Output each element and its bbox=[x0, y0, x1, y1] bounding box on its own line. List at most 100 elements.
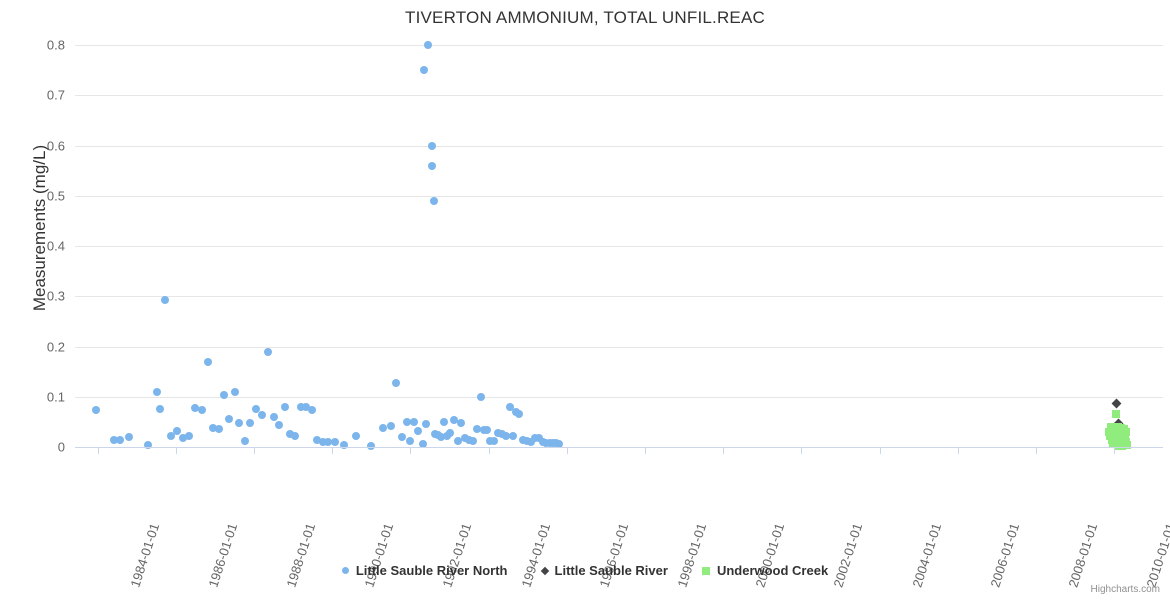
data-point[interactable] bbox=[214, 425, 223, 434]
data-point[interactable] bbox=[1106, 431, 1115, 440]
data-point[interactable] bbox=[160, 296, 169, 305]
data-point[interactable] bbox=[251, 405, 260, 414]
data-point[interactable] bbox=[428, 161, 437, 170]
data-point[interactable] bbox=[225, 415, 234, 424]
data-point[interactable] bbox=[1120, 437, 1131, 448]
data-point[interactable] bbox=[392, 379, 401, 388]
data-point[interactable] bbox=[1117, 423, 1126, 432]
data-point[interactable] bbox=[1117, 432, 1126, 441]
data-point[interactable] bbox=[230, 387, 239, 396]
data-point[interactable] bbox=[457, 418, 466, 427]
data-point[interactable] bbox=[178, 433, 187, 442]
data-point[interactable] bbox=[1107, 422, 1115, 431]
data-point[interactable] bbox=[185, 431, 194, 440]
data-point[interactable] bbox=[542, 438, 551, 447]
data-point[interactable] bbox=[379, 423, 388, 432]
data-point[interactable] bbox=[450, 416, 459, 425]
data-point[interactable] bbox=[1119, 436, 1130, 446]
data-point[interactable] bbox=[240, 436, 249, 445]
data-point[interactable] bbox=[324, 437, 333, 446]
data-point[interactable] bbox=[431, 429, 440, 438]
data-point[interactable] bbox=[1115, 427, 1124, 436]
data-point[interactable] bbox=[1118, 429, 1127, 438]
data-point[interactable] bbox=[505, 402, 514, 411]
data-point[interactable] bbox=[1120, 424, 1129, 433]
data-point[interactable] bbox=[406, 436, 415, 445]
data-point[interactable] bbox=[511, 408, 520, 417]
data-point[interactable] bbox=[429, 196, 438, 205]
data-point[interactable] bbox=[302, 402, 311, 411]
data-point[interactable] bbox=[479, 426, 488, 435]
data-point[interactable] bbox=[275, 421, 284, 430]
data-point[interactable] bbox=[1117, 433, 1128, 443]
data-point[interactable] bbox=[1107, 435, 1116, 444]
data-point[interactable] bbox=[144, 441, 153, 450]
data-point[interactable] bbox=[472, 424, 481, 433]
data-point[interactable] bbox=[1111, 398, 1122, 409]
data-point[interactable] bbox=[419, 66, 428, 75]
data-point[interactable] bbox=[307, 406, 316, 415]
data-point[interactable] bbox=[1114, 436, 1123, 445]
data-point[interactable] bbox=[209, 423, 218, 432]
data-point[interactable] bbox=[91, 406, 100, 415]
credits-link[interactable]: Highcharts.com bbox=[1090, 584, 1160, 595]
data-point[interactable] bbox=[443, 431, 452, 440]
data-point[interactable] bbox=[1118, 436, 1127, 445]
data-point[interactable] bbox=[197, 406, 206, 415]
data-point[interactable] bbox=[526, 437, 535, 446]
data-point[interactable] bbox=[486, 436, 495, 445]
data-point[interactable] bbox=[1114, 422, 1123, 431]
data-point[interactable] bbox=[1112, 410, 1121, 419]
data-point[interactable] bbox=[522, 437, 531, 446]
data-point[interactable] bbox=[246, 419, 255, 428]
data-point[interactable] bbox=[402, 418, 411, 427]
data-point[interactable] bbox=[264, 347, 273, 356]
data-point[interactable] bbox=[339, 441, 348, 450]
data-point[interactable] bbox=[219, 391, 228, 400]
data-point[interactable] bbox=[352, 432, 361, 441]
data-point[interactable] bbox=[291, 431, 300, 440]
data-point[interactable] bbox=[330, 438, 339, 447]
data-point[interactable] bbox=[530, 433, 539, 442]
data-point[interactable] bbox=[1104, 427, 1113, 436]
data-point[interactable] bbox=[153, 387, 162, 396]
legend-item-2[interactable]: Little Sauble River bbox=[540, 563, 668, 578]
data-point[interactable] bbox=[410, 417, 419, 426]
data-point[interactable] bbox=[172, 427, 181, 436]
data-point[interactable] bbox=[1121, 437, 1130, 446]
data-point[interactable] bbox=[501, 431, 510, 440]
data-point[interactable] bbox=[1110, 436, 1119, 445]
data-point[interactable] bbox=[116, 436, 125, 445]
data-point[interactable] bbox=[436, 433, 445, 442]
data-point[interactable] bbox=[1113, 418, 1124, 429]
data-point[interactable] bbox=[286, 429, 295, 438]
data-point[interactable] bbox=[1113, 432, 1122, 441]
data-point[interactable] bbox=[545, 438, 554, 447]
data-point[interactable] bbox=[422, 420, 431, 429]
data-point[interactable] bbox=[494, 429, 502, 438]
data-point[interactable] bbox=[296, 403, 305, 412]
data-point[interactable] bbox=[167, 431, 176, 440]
data-point[interactable] bbox=[313, 435, 322, 444]
data-point[interactable] bbox=[1109, 432, 1118, 441]
data-point[interactable] bbox=[269, 412, 278, 421]
data-point[interactable] bbox=[366, 441, 375, 450]
data-point[interactable] bbox=[318, 437, 327, 446]
data-point[interactable] bbox=[519, 436, 528, 445]
data-point[interactable] bbox=[465, 436, 474, 445]
data-point[interactable] bbox=[497, 430, 506, 439]
data-point[interactable] bbox=[1110, 423, 1119, 432]
data-point[interactable] bbox=[156, 405, 165, 414]
data-point[interactable] bbox=[203, 357, 212, 366]
legend-item-1[interactable]: Little Sauble River North bbox=[341, 563, 508, 578]
data-point[interactable] bbox=[538, 438, 547, 447]
data-point[interactable] bbox=[280, 402, 289, 411]
data-point[interactable] bbox=[515, 410, 524, 419]
data-point[interactable] bbox=[490, 437, 499, 446]
data-point[interactable] bbox=[124, 433, 133, 442]
data-point[interactable] bbox=[397, 432, 406, 441]
data-point[interactable] bbox=[257, 410, 266, 419]
data-point[interactable] bbox=[440, 417, 449, 426]
legend-item-3[interactable]: Underwood Creek bbox=[701, 563, 828, 578]
data-point[interactable] bbox=[534, 434, 543, 443]
